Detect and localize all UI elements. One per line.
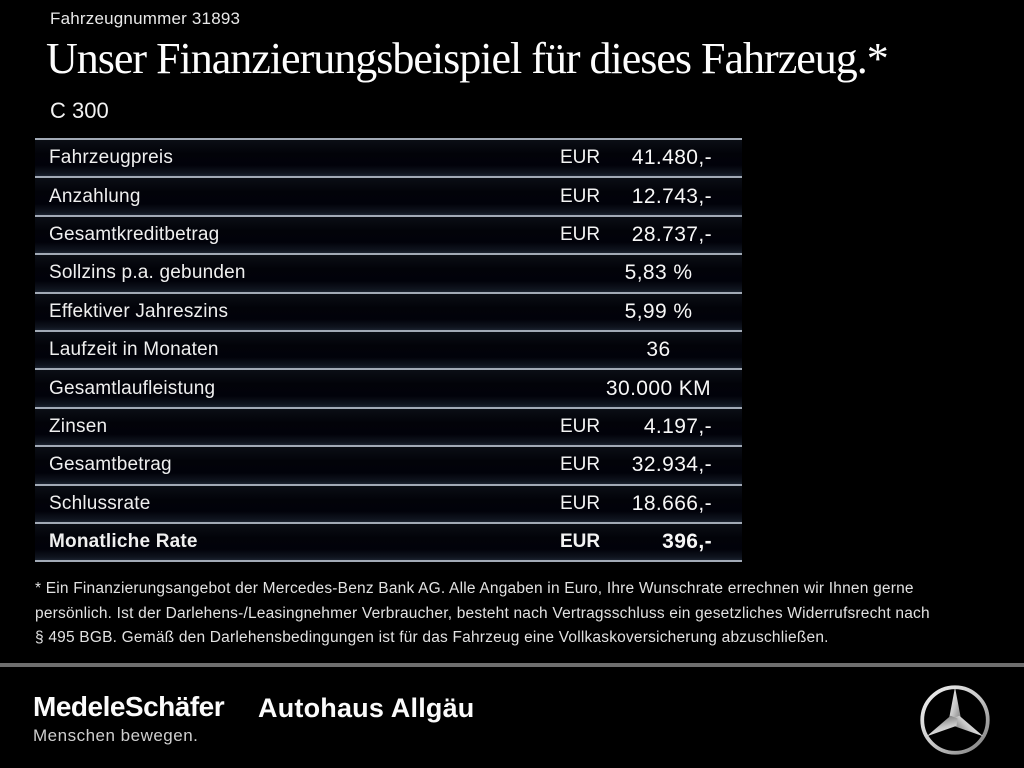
row-label: Schlussrate [49, 492, 151, 514]
row-label: Monatliche Rate [49, 531, 198, 553]
row-value: 32.934,- [631, 453, 712, 477]
footer-divider [0, 663, 1024, 667]
row-currency: EUR [560, 223, 601, 245]
table-row: Schlussrate EUR 18.666,- [35, 485, 742, 524]
footnote-line: * Ein Finanzierungsangebot der Mercedes-… [35, 580, 914, 597]
table-row: Monatliche Rate EUR 396,- [35, 523, 742, 563]
row-currency: EUR [560, 185, 601, 207]
row-currency: EUR [560, 415, 601, 437]
dealer-tagline: Menschen bewegen. [33, 726, 199, 745]
row-currency: EUR [560, 531, 601, 553]
row-currency: EUR [560, 454, 601, 476]
footer: MedeleSchäfer Menschen bewegen. Autohaus… [0, 667, 1024, 768]
row-value: 18.666,- [631, 491, 712, 515]
footnote: * Ein Finanzierungsangebot der Mercedes-… [35, 577, 985, 651]
row-value: 30.000 KM [605, 376, 712, 400]
row-label: Fahrzeugpreis [49, 147, 174, 169]
table-row: Anzahlung EUR 12.743,- [35, 178, 742, 217]
table-row: Fahrzeugpreis EUR 41.480,- [35, 140, 742, 179]
row-value: 5,99 % [624, 299, 693, 323]
row-label: Gesamtlaufleistung [49, 377, 216, 399]
row-label: Gesamtbetrag [49, 454, 172, 476]
row-label: Zinsen [49, 415, 108, 437]
table-row: Sollzins p.a. gebunden 5,83 % [35, 255, 742, 294]
row-value: 5,83 % [624, 261, 693, 285]
mercedes-star-icon [913, 678, 997, 762]
row-value: 4.197,- [643, 414, 712, 438]
vehicle-number: Fahrzeugnummer 31893 [50, 9, 241, 28]
footnote-line: § 495 BGB. Gemäß den Darlehensbedingunge… [35, 629, 829, 646]
footnote-line: persönlich. Ist der Darlehens-/Leasingne… [35, 604, 930, 622]
row-label: Gesamtkreditbetrag [49, 223, 220, 245]
dealer-logo-autohaus-allgaeu: Autohaus Allgäu [258, 693, 475, 723]
row-currency: EUR [560, 147, 601, 169]
row-label: Sollzins p.a. gebunden [49, 262, 246, 284]
row-label: Anzahlung [49, 185, 141, 207]
row-currency: EUR [560, 492, 601, 514]
row-label: Effektiver Jahreszins [49, 300, 229, 322]
model-name: C 300 [50, 98, 109, 123]
table-row: Gesamtbetrag EUR 32.934,- [35, 447, 742, 486]
table-row: Gesamtkreditbetrag EUR 28.737,- [35, 216, 742, 256]
row-label: Laufzeit in Monaten [49, 339, 219, 361]
table-row: Effektiver Jahreszins 5,99 % [35, 293, 742, 332]
row-value: 36 [646, 338, 671, 362]
finance-table: Fahrzeugpreis EUR 41.480,- Anzahlung EUR 12.7… [35, 138, 742, 563]
row-value: 396,- [662, 530, 712, 554]
table-row: Gesamtlaufleistung 30.000 KM [35, 370, 742, 409]
dealer-logo-medeleschaefer: MedeleSchäfer [33, 691, 225, 722]
row-value: 41.480,- [631, 146, 712, 170]
table-row: Zinsen EUR 4.197,- [35, 408, 742, 448]
page-title: Unser Finanzierungsbeispiel für dieses F… [46, 34, 889, 83]
row-value: 28.737,- [631, 222, 712, 246]
row-value: 12.743,- [631, 184, 712, 208]
table-row: Laufzeit in Monaten 36 [35, 331, 742, 371]
